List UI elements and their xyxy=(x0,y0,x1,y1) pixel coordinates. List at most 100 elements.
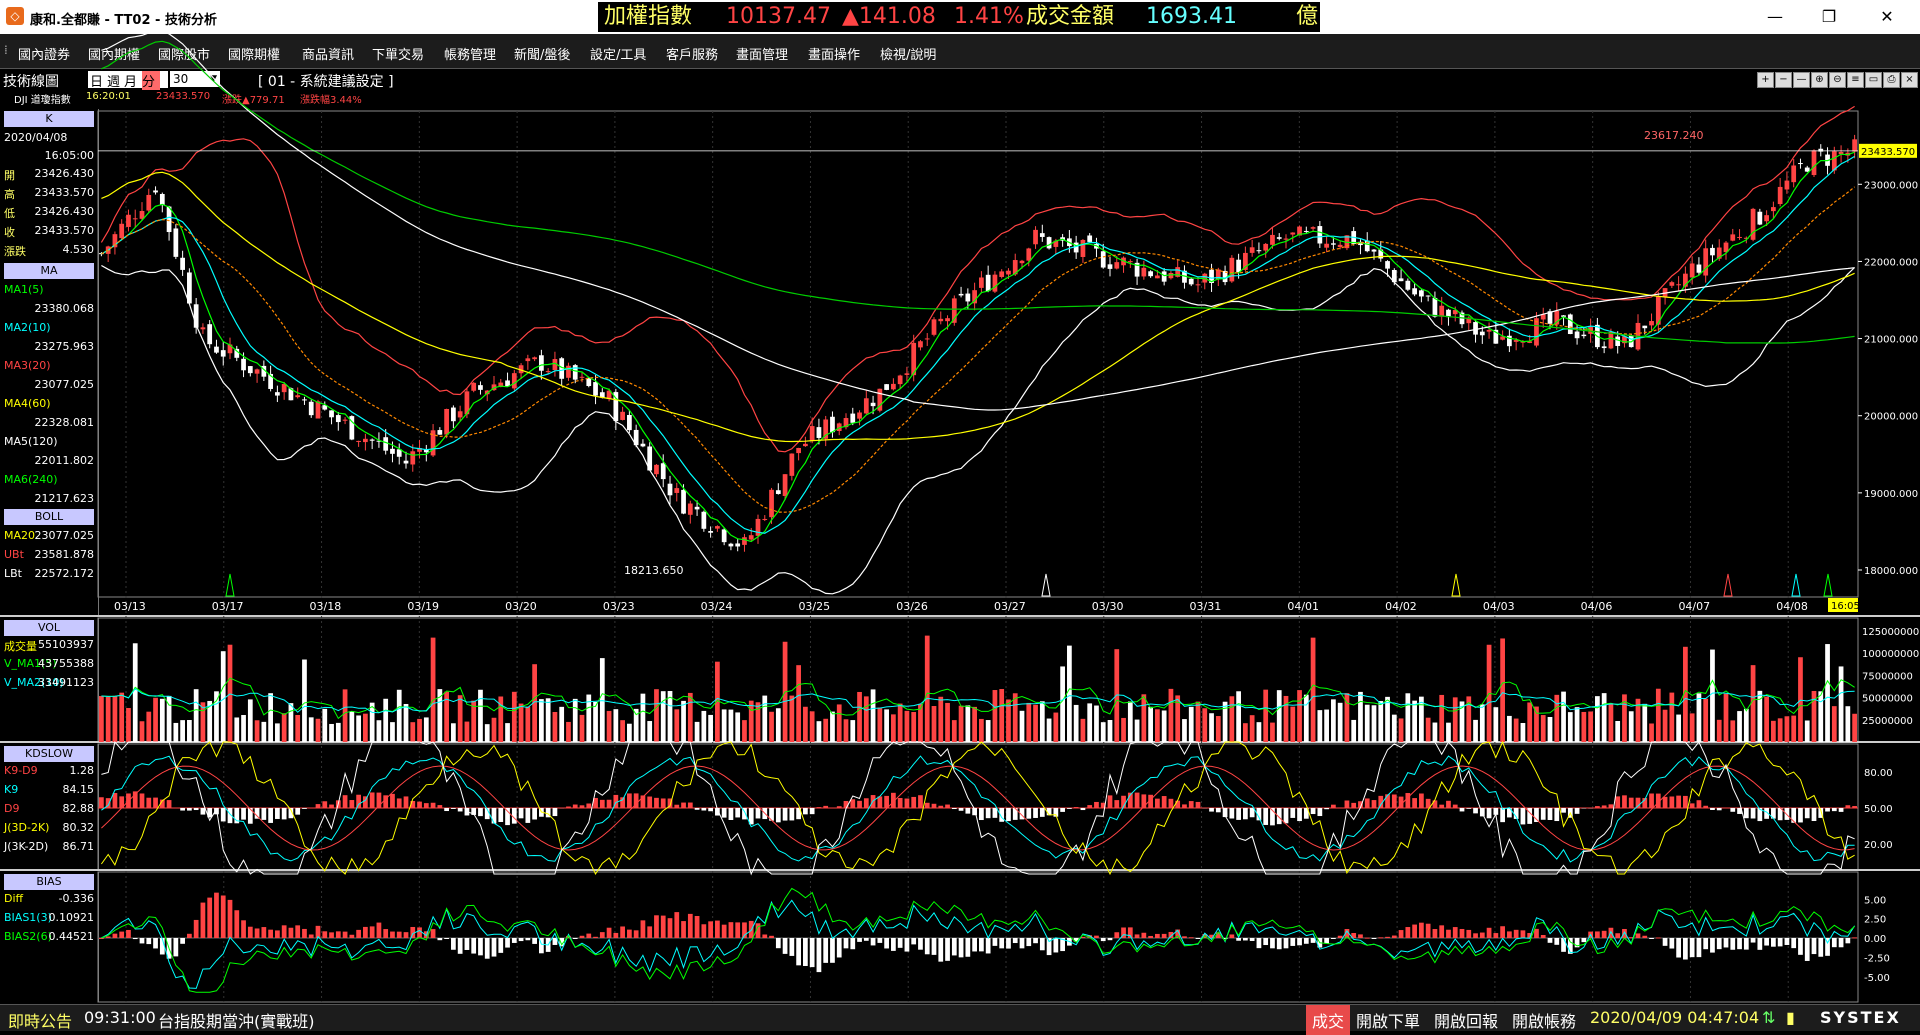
period-day[interactable]: 日 xyxy=(90,71,103,90)
candle-body xyxy=(1284,239,1289,240)
kd-histogram-bar xyxy=(505,808,510,825)
legend-value: -0.336 xyxy=(59,892,94,905)
candle-body xyxy=(1724,243,1729,252)
candle-body xyxy=(932,319,937,335)
candle-body xyxy=(1839,152,1844,154)
bias-histogram-bar xyxy=(566,936,571,938)
candle-body xyxy=(99,253,104,254)
candle-body xyxy=(1053,241,1058,247)
trade-button[interactable]: 成交 xyxy=(1306,1005,1350,1035)
menu-item[interactable]: 畫面操作 xyxy=(808,44,860,63)
candle-body xyxy=(160,194,165,205)
notice-message[interactable]: 台指股期當沖(實戰班) xyxy=(158,1008,315,1032)
boll-lower-band xyxy=(101,266,1854,594)
candle-body xyxy=(857,412,862,418)
volume-bar xyxy=(444,692,449,742)
chart-title: 技術線圖 xyxy=(3,71,59,91)
bias-histogram-bar xyxy=(986,938,991,953)
symbol-label: DJI 道瓊指數 xyxy=(14,91,71,106)
zoom-in-icon[interactable]: ⊕ xyxy=(1811,72,1828,88)
bias-histogram-bar xyxy=(1033,938,1038,943)
menu-item[interactable]: 國內證券 xyxy=(18,44,70,63)
kd-histogram-bar xyxy=(1480,808,1485,816)
kd-histogram-bar xyxy=(113,793,118,808)
bias-histogram-bar xyxy=(857,938,862,942)
zoom-out-icon[interactable]: ⊖ xyxy=(1829,72,1846,88)
close-button[interactable]: ✕ xyxy=(1864,4,1910,30)
menu-item[interactable]: 檢視/說明 xyxy=(880,44,936,63)
volume-bar xyxy=(641,694,646,742)
interval-select[interactable]: 30 ▼ xyxy=(170,71,220,87)
volume-bar xyxy=(1812,691,1817,742)
menu-item[interactable]: 國內期權 xyxy=(88,44,140,63)
candle-body xyxy=(255,369,260,373)
minus-icon[interactable]: − xyxy=(1775,72,1792,88)
kd-histogram-bar xyxy=(119,796,124,808)
kd-histogram-bar xyxy=(1487,808,1492,818)
list-icon[interactable]: ≡ xyxy=(1847,72,1864,88)
maximize-button[interactable]: ❐ xyxy=(1806,4,1852,30)
candle-body xyxy=(140,211,145,219)
menu-item[interactable]: 帳務管理 xyxy=(444,44,496,63)
open-account-button[interactable]: 開啟帳務 xyxy=(1512,1008,1576,1032)
plus-icon[interactable]: + xyxy=(1757,72,1774,88)
open-report-button[interactable]: 開啟回報 xyxy=(1434,1008,1498,1032)
bias-histogram-bar xyxy=(1236,938,1241,941)
y-tick-label: 20000.000 xyxy=(1864,412,1918,423)
bias-histogram-bar xyxy=(1426,924,1431,938)
close-icon[interactable]: × xyxy=(1901,72,1918,88)
menu-item[interactable]: 國際期權 xyxy=(228,44,280,63)
kd-histogram-bar xyxy=(1730,808,1735,812)
kd-histogram-bar xyxy=(316,804,321,808)
candle-body xyxy=(776,490,781,494)
menu-item[interactable]: 國際股市 xyxy=(158,44,210,63)
candle-body xyxy=(1710,248,1715,255)
candle-body xyxy=(248,366,253,373)
kd-histogram-bar xyxy=(1832,808,1837,811)
volume-bar xyxy=(918,704,923,742)
candle-body xyxy=(1372,250,1377,252)
kd-histogram-bar xyxy=(546,808,551,817)
menu-item[interactable]: 客戶服務 xyxy=(666,44,718,63)
bias-histogram-bar xyxy=(1155,934,1160,938)
volume-bar xyxy=(1243,723,1248,742)
period-minute[interactable]: 分 xyxy=(142,71,160,90)
window-icon[interactable]: ▭ xyxy=(1865,72,1882,88)
volume-bar xyxy=(1805,721,1810,742)
kd-histogram-bar xyxy=(1764,808,1769,819)
candle-body xyxy=(1615,337,1620,346)
period-week[interactable]: 週 xyxy=(107,71,120,90)
kd-histogram-bar xyxy=(1365,798,1370,808)
kd-histogram-bar xyxy=(1026,808,1031,819)
minimize-button[interactable]: — xyxy=(1752,4,1798,30)
candle-body xyxy=(627,415,632,430)
candle-body xyxy=(965,294,970,302)
kd-histogram-bar xyxy=(1040,808,1045,817)
bias-histogram-bar xyxy=(221,895,226,938)
candle-body xyxy=(613,392,618,421)
bias-histogram-bar xyxy=(1697,938,1702,957)
menu-item[interactable]: 商品資訊 xyxy=(302,44,354,63)
menu-item[interactable]: 新聞/盤後 xyxy=(514,44,570,63)
period-month[interactable]: 月 xyxy=(124,71,137,90)
volume-bar xyxy=(1094,706,1099,742)
print-icon[interactable]: ⎙ xyxy=(1883,72,1900,88)
kd-histogram-bar xyxy=(1148,795,1153,808)
menu-item[interactable]: 下單交易 xyxy=(372,44,424,63)
menu-item[interactable]: 畫面管理 xyxy=(736,44,788,63)
bias-histogram-bar xyxy=(1229,934,1234,938)
bias-histogram-bar xyxy=(1094,936,1099,938)
open-order-button[interactable]: 開啟下單 xyxy=(1356,1008,1420,1032)
candle-body xyxy=(1778,187,1783,204)
volume-bar xyxy=(1669,693,1674,742)
candle-body xyxy=(1378,250,1383,259)
candle-body xyxy=(424,449,429,452)
menu-item[interactable]: 設定/工具 xyxy=(590,44,646,63)
bias-histogram-bar xyxy=(1785,938,1790,945)
bias2-line xyxy=(101,888,1854,992)
kd-histogram-bar xyxy=(282,808,287,819)
x-tick-label: 04/01 xyxy=(1287,600,1319,613)
dash-icon[interactable]: — xyxy=(1793,72,1810,88)
candle-body xyxy=(1798,163,1803,164)
